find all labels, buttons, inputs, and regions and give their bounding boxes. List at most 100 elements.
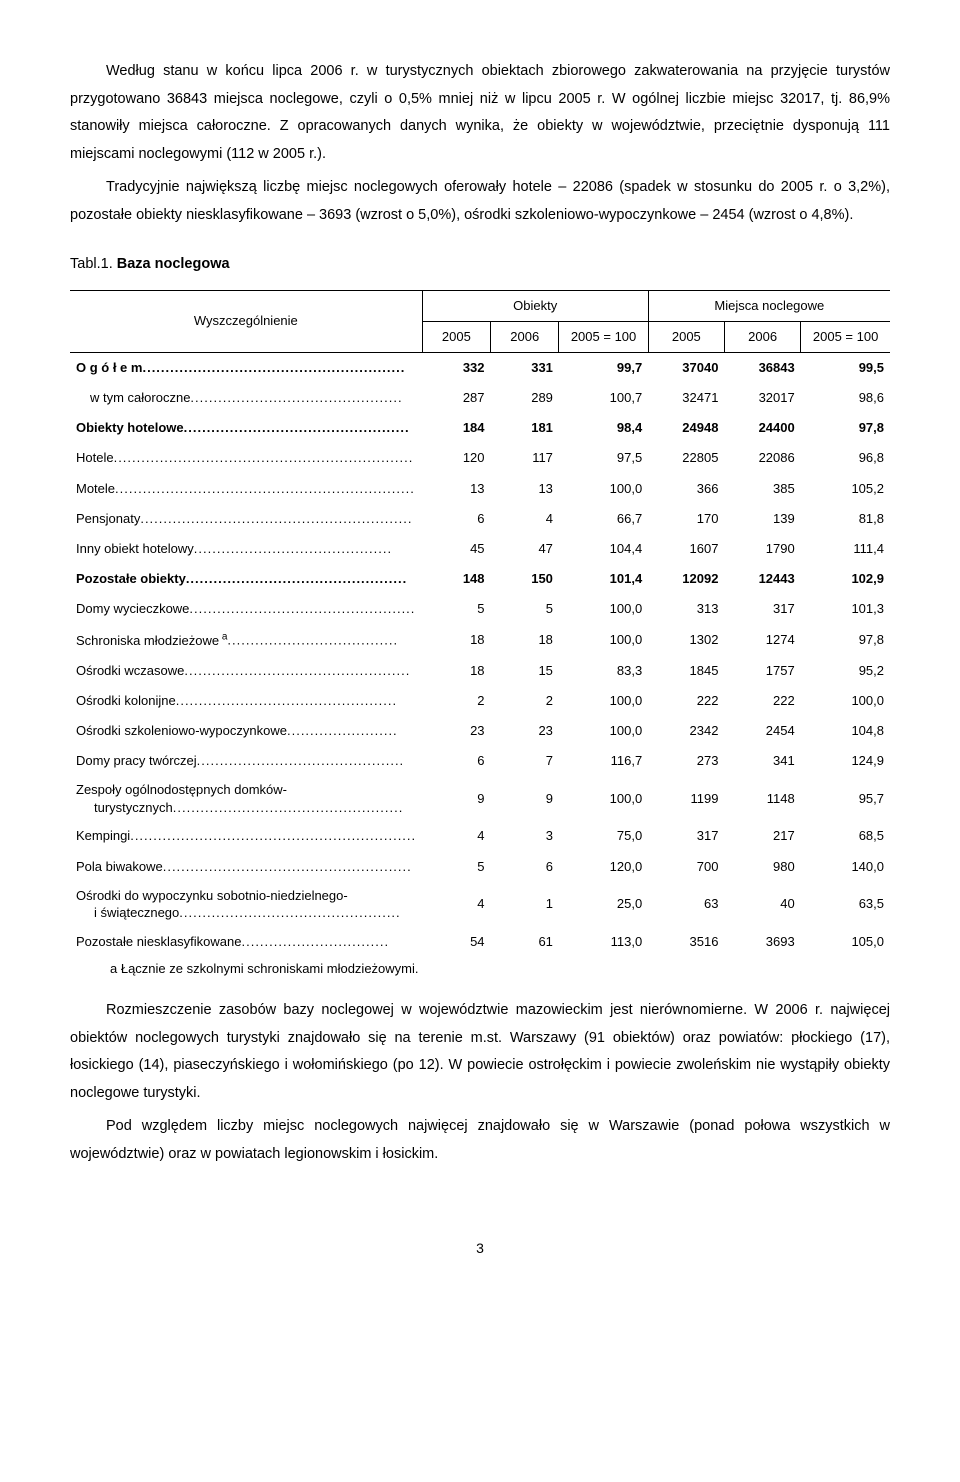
cell: 47	[491, 534, 559, 564]
cell: 1302	[648, 624, 724, 655]
cell: 24400	[724, 413, 800, 443]
cell: 287	[422, 383, 490, 413]
cell: 5	[491, 594, 559, 624]
table-row: Pozostałe obiekty.......................…	[70, 564, 890, 594]
cell: 140,0	[801, 852, 890, 882]
table-row: O g ó ł e m.............................…	[70, 353, 890, 384]
row-label: w tym całoroczne........................…	[70, 383, 422, 413]
cell: 36843	[724, 353, 800, 384]
cell: 313	[648, 594, 724, 624]
cell: 63	[648, 882, 724, 927]
cell: 148	[422, 564, 490, 594]
table-baza-noclegowa: Wyszczególnienie Obiekty Miejsca noclego…	[70, 290, 890, 957]
cell: 100,0	[559, 776, 648, 821]
cell: 2454	[724, 716, 800, 746]
row-label: Pozostałe niesklasyfikowane.............…	[70, 927, 422, 957]
row-label: Ośrodki kolonijne.......................…	[70, 686, 422, 716]
table-row: Ośrodki kolonijne.......................…	[70, 686, 890, 716]
paragraph-3: Rozmieszczenie zasobów bazy noclegowej w…	[70, 997, 890, 1107]
cell: 23	[491, 716, 559, 746]
cell: 9	[422, 776, 490, 821]
cell: 117	[491, 443, 559, 473]
cell: 97,8	[801, 413, 890, 443]
cell: 217	[724, 821, 800, 851]
cell: 385	[724, 474, 800, 504]
th-c3: 2005 = 100	[559, 321, 648, 352]
table-row: Kempingi................................…	[70, 821, 890, 851]
row-label: Pensjonaty..............................…	[70, 504, 422, 534]
cell: 97,8	[801, 624, 890, 655]
table-row: Hotele..................................…	[70, 443, 890, 473]
cell: 18	[422, 624, 490, 655]
cell: 105,0	[801, 927, 890, 957]
cell: 99,7	[559, 353, 648, 384]
cell: 120	[422, 443, 490, 473]
table-body: O g ó ł e m.............................…	[70, 353, 890, 957]
cell: 1	[491, 882, 559, 927]
cell: 317	[724, 594, 800, 624]
cell: 331	[491, 353, 559, 384]
cell: 5	[422, 852, 490, 882]
cell: 105,2	[801, 474, 890, 504]
cell: 1790	[724, 534, 800, 564]
th-miejsca: Miejsca noclegowe	[648, 290, 890, 321]
cell: 101,3	[801, 594, 890, 624]
table-row: Domy pracy twórczej.....................…	[70, 746, 890, 776]
row-label: Domy pracy twórczej.....................…	[70, 746, 422, 776]
table-row: Obiekty hotelowe........................…	[70, 413, 890, 443]
cell: 95,2	[801, 656, 890, 686]
cell: 980	[724, 852, 800, 882]
cell: 100,0	[559, 686, 648, 716]
cell: 95,7	[801, 776, 890, 821]
cell: 124,9	[801, 746, 890, 776]
cell: 111,4	[801, 534, 890, 564]
table-row: Ośrodki wczasowe........................…	[70, 656, 890, 686]
cell: 170	[648, 504, 724, 534]
row-label: Schroniska młodzieżowe a................…	[70, 624, 422, 655]
cell: 32471	[648, 383, 724, 413]
cell: 15	[491, 656, 559, 686]
paragraph-1: Według stanu w końcu lipca 2006 r. w tur…	[70, 58, 890, 168]
cell: 63,5	[801, 882, 890, 927]
cell: 99,5	[801, 353, 890, 384]
cell: 2	[422, 686, 490, 716]
cell: 2	[491, 686, 559, 716]
cell: 100,0	[559, 624, 648, 655]
row-label: Inny obiekt hotelowy....................…	[70, 534, 422, 564]
cell: 12092	[648, 564, 724, 594]
row-label: Pozostałe obiekty.......................…	[70, 564, 422, 594]
cell: 18	[491, 624, 559, 655]
table-row: Ośrodki do wypoczynku sobotnio-niedzieln…	[70, 882, 890, 927]
cell: 104,4	[559, 534, 648, 564]
paragraph-4: Pod względem liczby miejsc noclegowych n…	[70, 1113, 890, 1168]
cell: 317	[648, 821, 724, 851]
row-label: Hotele..................................…	[70, 443, 422, 473]
row-label: O g ó ł e m.............................…	[70, 353, 422, 384]
table-row: Pola biwakowe...........................…	[70, 852, 890, 882]
cell: 4	[422, 882, 490, 927]
table-row: Pensjonaty..............................…	[70, 504, 890, 534]
cell: 97,5	[559, 443, 648, 473]
page-number: 3	[70, 1238, 890, 1260]
cell: 75,0	[559, 821, 648, 851]
cell: 104,8	[801, 716, 890, 746]
cell: 289	[491, 383, 559, 413]
th-c1: 2005	[422, 321, 490, 352]
cell: 181	[491, 413, 559, 443]
row-label: Zespoły ogólnodostępnych domków-turystyc…	[70, 776, 422, 821]
cell: 332	[422, 353, 490, 384]
table-row: Schroniska młodzieżowe a................…	[70, 624, 890, 655]
cell: 18	[422, 656, 490, 686]
cell: 13	[491, 474, 559, 504]
th-c2: 2006	[491, 321, 559, 352]
table-row: Domy wycieczkowe........................…	[70, 594, 890, 624]
row-label: Ośrodki wczasowe........................…	[70, 656, 422, 686]
table-row: Zespoły ogólnodostępnych domków-turystyc…	[70, 776, 890, 821]
cell: 23	[422, 716, 490, 746]
row-label: Ośrodki szkoleniowo-wypoczynkowe........…	[70, 716, 422, 746]
cell: 100,7	[559, 383, 648, 413]
table-footnote: a Łącznie ze szkolnymi schroniskami młod…	[70, 959, 890, 979]
cell: 7	[491, 746, 559, 776]
cell: 22086	[724, 443, 800, 473]
cell: 25,0	[559, 882, 648, 927]
